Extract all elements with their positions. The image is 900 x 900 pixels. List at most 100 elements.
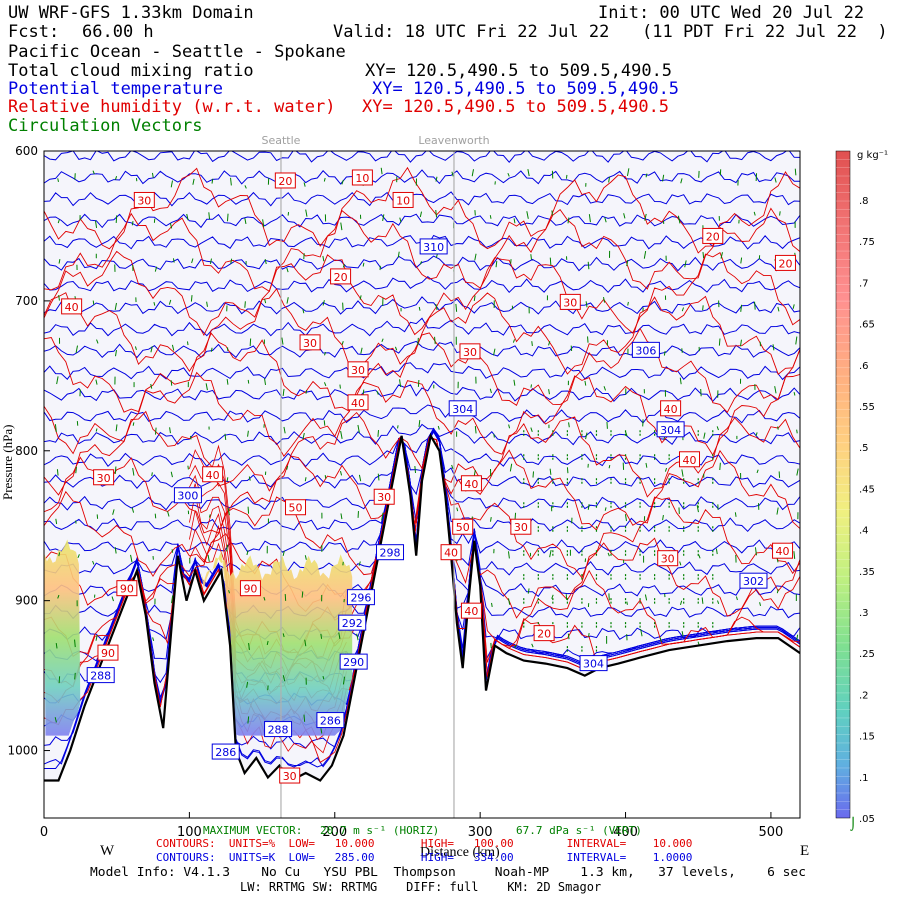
circulation-vector xyxy=(380,167,383,175)
theta-contour-label: 304 xyxy=(660,424,681,437)
circulation-vector xyxy=(324,475,327,479)
terrain-below-ground xyxy=(44,435,800,818)
circulation-vector xyxy=(623,213,626,219)
rh-contour-label-box xyxy=(533,625,555,642)
circulation-vector xyxy=(74,672,76,680)
rh-contour-label: 40 xyxy=(351,397,365,410)
circulation-vector xyxy=(777,426,779,430)
circulation-vector xyxy=(603,386,607,391)
circulation-vector xyxy=(342,676,346,685)
circulation-vector xyxy=(585,432,588,440)
rh-contour-label-box xyxy=(510,518,532,535)
circulation-vector xyxy=(114,302,117,311)
circulation-vector xyxy=(57,178,59,182)
circulation-vector xyxy=(54,717,57,723)
circulation-vector xyxy=(662,514,664,521)
rh-contour-label-box xyxy=(97,644,119,661)
circulation-vector xyxy=(170,471,173,478)
valid-time: Valid: 18 UTC Fri 22 Jul 22 xyxy=(333,22,610,42)
circulation-vector xyxy=(301,591,304,598)
field-circulation-vectors: Circulation Vectors xyxy=(8,116,203,136)
theta-contour xyxy=(44,317,800,337)
circulation-vector xyxy=(114,547,117,554)
colorbar-dividers xyxy=(836,159,850,810)
circulation-vector xyxy=(640,628,643,637)
rh-contour-label-box xyxy=(274,172,296,189)
x-tick-label: 0 xyxy=(40,825,48,840)
colorbar-tick-label: .35 xyxy=(859,567,875,578)
field-potential-temperature: Potential temperature xyxy=(8,79,223,99)
circulation-vector xyxy=(489,215,492,219)
model-title: UW WRF-GFS 1.33km Domain xyxy=(8,3,254,23)
x-tick-label: 500 xyxy=(759,825,784,840)
circulation-vector xyxy=(680,178,683,184)
circulation-vector xyxy=(247,379,250,384)
theta-contour xyxy=(44,255,800,272)
circulation-vector xyxy=(414,465,417,474)
theta-contour xyxy=(44,404,800,424)
colorbar-tick-label: .5 xyxy=(859,443,869,454)
circulation-vector xyxy=(418,306,421,311)
circulation-vector xyxy=(132,422,135,426)
circulation-vector xyxy=(304,639,307,647)
y-tick-label: 800 xyxy=(15,444,38,458)
circulation-vector xyxy=(58,294,60,301)
circulation-vector xyxy=(608,464,611,469)
circulation-vector xyxy=(794,168,797,176)
circulation-vector xyxy=(323,382,327,387)
circulation-vector xyxy=(527,588,530,594)
rh-contour-labels: 10 20 30 10 20 20 20 30 40 30 30 30 40 40 40 30 40 30 40 50… xyxy=(61,169,796,784)
circulation-vector xyxy=(551,210,553,216)
model-info: Model Info: V4.1.3 No Cu YSU PBL Thompso… xyxy=(90,865,806,879)
circulation-vector xyxy=(186,213,189,221)
circulation-vector xyxy=(150,383,153,389)
circulation-vector xyxy=(207,554,210,562)
circulation-vector xyxy=(55,642,58,649)
circulation-vector xyxy=(625,431,628,437)
cloud-region-coast xyxy=(44,539,81,736)
circulation-vector xyxy=(77,554,80,559)
circulation-vector xyxy=(568,422,570,428)
circulation-vector xyxy=(154,427,157,435)
circulation-vector xyxy=(362,262,365,267)
circulation-vector xyxy=(509,463,513,472)
circulation-vector xyxy=(286,267,289,273)
circulation-vector xyxy=(381,512,384,521)
circulation-vector xyxy=(247,716,250,724)
circulation-vector xyxy=(455,303,458,312)
circulation-vector xyxy=(716,426,719,431)
circulation-vector xyxy=(776,557,779,563)
circulation-vector xyxy=(740,257,743,264)
circulation-vector xyxy=(551,594,554,599)
rh-contour-label-box xyxy=(774,254,796,271)
circulation-vector xyxy=(111,596,114,602)
circulation-vector xyxy=(281,337,284,345)
circulation-vector xyxy=(703,432,706,439)
rh-contour-label: 90 xyxy=(120,583,134,596)
circulation-vector xyxy=(172,258,175,263)
circulation-vector xyxy=(151,172,154,178)
plot-frame xyxy=(43,150,801,819)
circulation-vector xyxy=(567,633,570,640)
rh-contour-label-box xyxy=(772,542,794,559)
circulation-vector xyxy=(227,507,230,516)
circulation-vector xyxy=(205,383,208,391)
circulation-vector xyxy=(282,675,286,682)
circulation-vector xyxy=(756,469,759,474)
circulation-vector xyxy=(94,220,98,228)
circulation-vector xyxy=(171,595,174,604)
rh-contour-label: 30 xyxy=(303,337,317,350)
circulation-vector xyxy=(679,561,682,566)
circulation-vector xyxy=(696,504,699,513)
circulation-vector xyxy=(793,551,796,560)
circulation-vector xyxy=(624,514,627,522)
circulation-vector xyxy=(585,301,588,308)
circulation-vector xyxy=(549,549,552,558)
field-potential-temperature-xy: XY= 120.5,490.5 to 509.5,490.5 xyxy=(372,79,680,99)
circulation-vector xyxy=(56,376,59,385)
circulation-vector xyxy=(548,389,550,395)
colorbar-tick-label: .8 xyxy=(859,196,869,207)
circulation-vector xyxy=(114,466,117,474)
circulation-vector xyxy=(244,217,247,225)
rh-contour-label: 40 xyxy=(444,547,458,560)
